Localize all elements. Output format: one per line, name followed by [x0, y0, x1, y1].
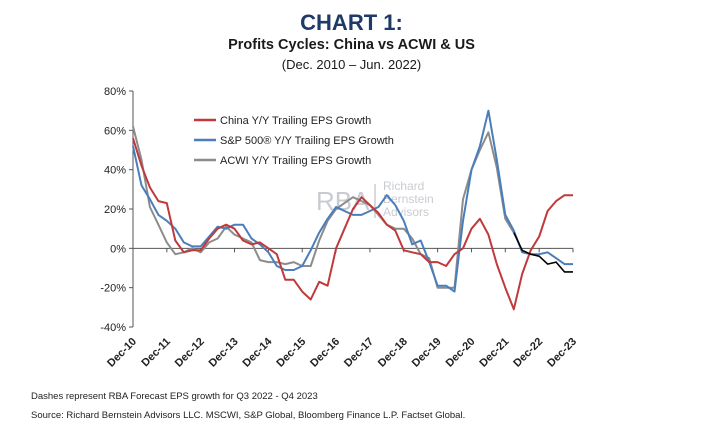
- legend: China Y/Y Trailing EPS Growth S&P 500® Y/…: [194, 115, 394, 167]
- legend-label-acwi: ACWI Y/Y Trailing EPS Growth: [220, 155, 371, 167]
- x-tick-label: Dec-18: [376, 336, 410, 370]
- x-tick-label: Dec-13: [207, 336, 241, 370]
- x-tick-label: Dec-11: [139, 336, 173, 370]
- series-lines: [132, 109, 573, 311]
- series-line-china: [132, 137, 573, 311]
- series-line-forecast: [513, 232, 573, 273]
- y-tick-label: 80%: [104, 86, 126, 98]
- x-tick-label: Dec-22: [511, 336, 545, 370]
- y-tick-label: 20%: [104, 204, 126, 216]
- x-tick-label: Dec-21: [477, 336, 511, 370]
- y-tick-label: 40%: [104, 165, 126, 177]
- x-tick-label: Dec-19: [410, 336, 444, 370]
- x-tick-label: Dec-23: [545, 336, 579, 370]
- x-tick-label: Dec-16: [308, 336, 342, 370]
- y-tick-label: 0%: [110, 243, 126, 255]
- x-tick-label: Dec-10: [105, 336, 139, 370]
- source-note: Source: Richard Bernstein Advisors LLC. …: [31, 410, 466, 421]
- y-tick-label: -40%: [100, 322, 126, 334]
- legend-label-china: China Y/Y Trailing EPS Growth: [220, 115, 371, 127]
- y-tick-label: 60%: [104, 125, 126, 137]
- forecast-note: Dashes represent RBA Forecast EPS growth…: [31, 391, 318, 402]
- legend-label-sp500: S&P 500® Y/Y Trailing EPS Growth: [220, 135, 394, 147]
- x-tick-label: Dec-12: [173, 336, 207, 370]
- y-tick-label: -20%: [100, 283, 126, 295]
- x-tick-label: Dec-17: [342, 336, 376, 370]
- chart-title: CHART 1:: [300, 10, 403, 35]
- x-tick-label: Dec-15: [274, 336, 308, 370]
- series-line-sp500: [132, 109, 573, 293]
- watermark-line-2: Bernstein: [383, 192, 434, 206]
- watermark-line-3: Advisors: [383, 205, 429, 219]
- watermark-line-1: Richard: [383, 179, 424, 193]
- chart-subtitle: Profits Cycles: China vs ACWI & US: [228, 37, 475, 53]
- x-tick-label: Dec-14: [241, 335, 276, 370]
- x-axis-ticks: Dec-10 Dec-11 Dec-12 Dec-13 Dec-14 Dec-15 Dec-…: [105, 248, 579, 370]
- y-axis-ticks: 80% 60% 40% 20% 0% -20% -40%: [100, 86, 133, 334]
- x-tick-label: Dec-20: [444, 336, 478, 370]
- chart-period: (Dec. 2010 – Jun. 2022): [281, 57, 422, 72]
